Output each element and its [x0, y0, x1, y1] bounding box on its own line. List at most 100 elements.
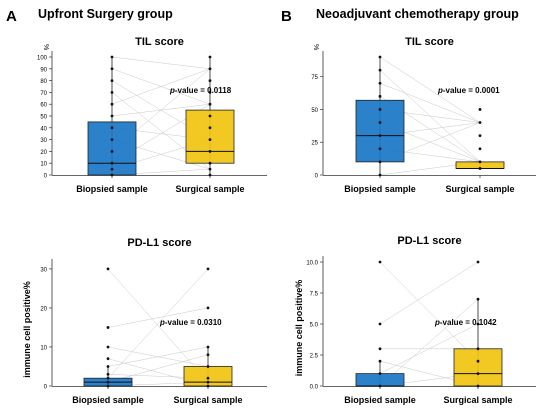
a-til-box-1 [185, 109, 235, 164]
b-til-unit-label: % [312, 44, 319, 50]
b-pdl1-point-1-1 [476, 372, 480, 375]
a-pdl1-point-1-5 [206, 345, 210, 349]
a-til-point-1-7 [208, 102, 212, 106]
b-til-point-0-4 [378, 121, 382, 124]
b-pdl1-point-1-2 [476, 359, 480, 363]
a-til-pair-line-10 [111, 68, 211, 105]
a-til-point-0-5 [110, 126, 114, 130]
b-pdl1-title: PD-L1 score [397, 235, 461, 247]
b-pdl1-ytick-label-2: 5.0 [310, 323, 319, 329]
b-til-p-value: p-value = 0.0001 [437, 86, 500, 95]
a-til-point-1-8 [208, 91, 212, 94]
b-til-point-0-1 [378, 160, 382, 164]
b-til-ytick-label-2: 50 [311, 108, 318, 114]
a-pdl1-point-0-7 [106, 326, 110, 329]
a-til-pair-line-11 [111, 56, 211, 70]
b-til-pair-line-9 [379, 56, 481, 123]
a-til-box-0 [87, 121, 137, 176]
a-pdl1-point-0-5 [106, 357, 110, 361]
b-til-pair-line-8 [379, 69, 481, 163]
a-til-ytick-label-3: 30 [40, 138, 47, 144]
a-til-ytick-label-9: 90 [40, 67, 47, 73]
b-pdl1-point-1-5 [476, 297, 480, 301]
b-til-point-1-5 [478, 108, 482, 111]
b-pdl1-pair-line-6 [379, 299, 479, 387]
a-pdl1-point-1-3 [206, 365, 210, 368]
b-pdl1-point-0-2 [378, 359, 382, 363]
a-til-ytick-label-10: 100 [37, 56, 48, 62]
a-pdl1-pair-line-2 [107, 268, 209, 379]
a-pdl1-point-0-1 [106, 380, 110, 384]
a-til-point-0-11 [110, 55, 114, 59]
a-til-title: TIL score [135, 36, 184, 48]
a-til-category-label-1: Surgical sample [175, 184, 244, 194]
a-pdl1-title: PD-L1 score [127, 237, 191, 249]
b-pdl1-point-1-4 [476, 322, 480, 326]
a-til-point-0-7 [110, 102, 114, 106]
b-til-point-0-3 [378, 134, 382, 138]
a-pdl1-point-1-6 [206, 306, 210, 310]
b-pdl1-point-0-5 [378, 260, 382, 264]
a-pdl1-point-0-2 [106, 376, 110, 380]
a-til-point-1-0 [208, 173, 212, 177]
b-pdl1-box-0 [355, 373, 405, 387]
b-til-category-label-1: Surgical sample [445, 184, 514, 194]
b-pdl1-category-label-1: Surgical sample [443, 395, 512, 405]
a-til-ytick-label-6: 60 [40, 103, 47, 109]
b-til-point-1-2 [478, 147, 482, 151]
a-til-point-1-1 [208, 167, 212, 171]
b-pdl1-point-0-3 [378, 347, 382, 351]
a-pdl1-point-1-1 [206, 380, 210, 384]
a-pdl1-pair-line-7 [107, 307, 209, 328]
b-til-ytick-label-3: 75 [311, 75, 318, 81]
a-til-point-0-10 [110, 67, 114, 71]
b-til-point-0-2 [378, 147, 382, 151]
b-til-pair-line-7 [379, 82, 481, 123]
b-pdl1-point-0-1 [378, 372, 382, 375]
a-pdl1-point-1-0 [206, 384, 210, 388]
a-til-point-1-5 [208, 126, 212, 130]
a-til-ytick-label-8: 80 [40, 79, 47, 85]
b-til-point-0-8 [378, 68, 382, 72]
a-pdl1-point-0-6 [106, 345, 110, 349]
a-pdl1-point-0-8 [106, 267, 110, 271]
a-pdl1-point-0-3 [106, 372, 110, 376]
a-pdl1-pair-line-1 [107, 354, 209, 383]
a-til-point-0-9 [110, 79, 114, 82]
a-pdl1-point-0-0 [106, 384, 110, 388]
a-til-point-0-6 [110, 114, 114, 118]
b-pdl1-point-1-0 [476, 384, 480, 388]
group-title-neoadjuvant: Neoadjuvant chemotherapy group [316, 7, 519, 21]
a-pdl1-point-1-7 [206, 267, 210, 271]
b-pdl1-box-1 [453, 348, 503, 387]
a-til-point-0-2 [110, 161, 114, 165]
a-pdl1-p-value: p-value = 0.0310 [159, 318, 222, 327]
b-pdl1-pair-line-5 [379, 261, 479, 362]
panel-letter-b: B [281, 8, 292, 25]
a-til-unit-label: % [42, 44, 49, 50]
a-til-point-0-3 [110, 150, 114, 153]
a-pdl1-category-label-1: Surgical sample [173, 395, 242, 405]
b-til-title: TIL score [405, 36, 454, 48]
b-pdl1-ytick-label-4: 10.0 [306, 261, 318, 267]
a-pdl1-pair-line-8 [107, 268, 209, 383]
a-pdl1-point-1-4 [206, 353, 210, 357]
b-pdl1-p-value: p-value = 0.1042 [434, 318, 497, 327]
a-til-point-0-0 [110, 173, 114, 177]
a-pdl1-ylabel: immune cell positive% [22, 281, 32, 378]
b-til-point-1-3 [478, 134, 482, 138]
group-title-upfront-surgery: Upfront Surgery group [38, 7, 173, 21]
b-til-ytick-label-0: 0 [315, 174, 319, 180]
a-til-ytick-label-1: 10 [40, 162, 47, 168]
a-pdl1-ytick-label-2: 20 [40, 306, 47, 312]
b-pdl1-point-0-4 [378, 322, 382, 326]
a-til-point-1-11 [208, 55, 212, 59]
a-pdl1-point-0-4 [106, 365, 110, 368]
a-til-ytick-label-2: 20 [40, 150, 47, 156]
panel-letter-a: A [6, 8, 17, 25]
a-til-point-0-4 [110, 138, 114, 142]
b-til-point-0-7 [378, 81, 382, 85]
b-til-ytick-label-1: 25 [311, 141, 318, 147]
b-til-point-0-9 [378, 55, 382, 59]
